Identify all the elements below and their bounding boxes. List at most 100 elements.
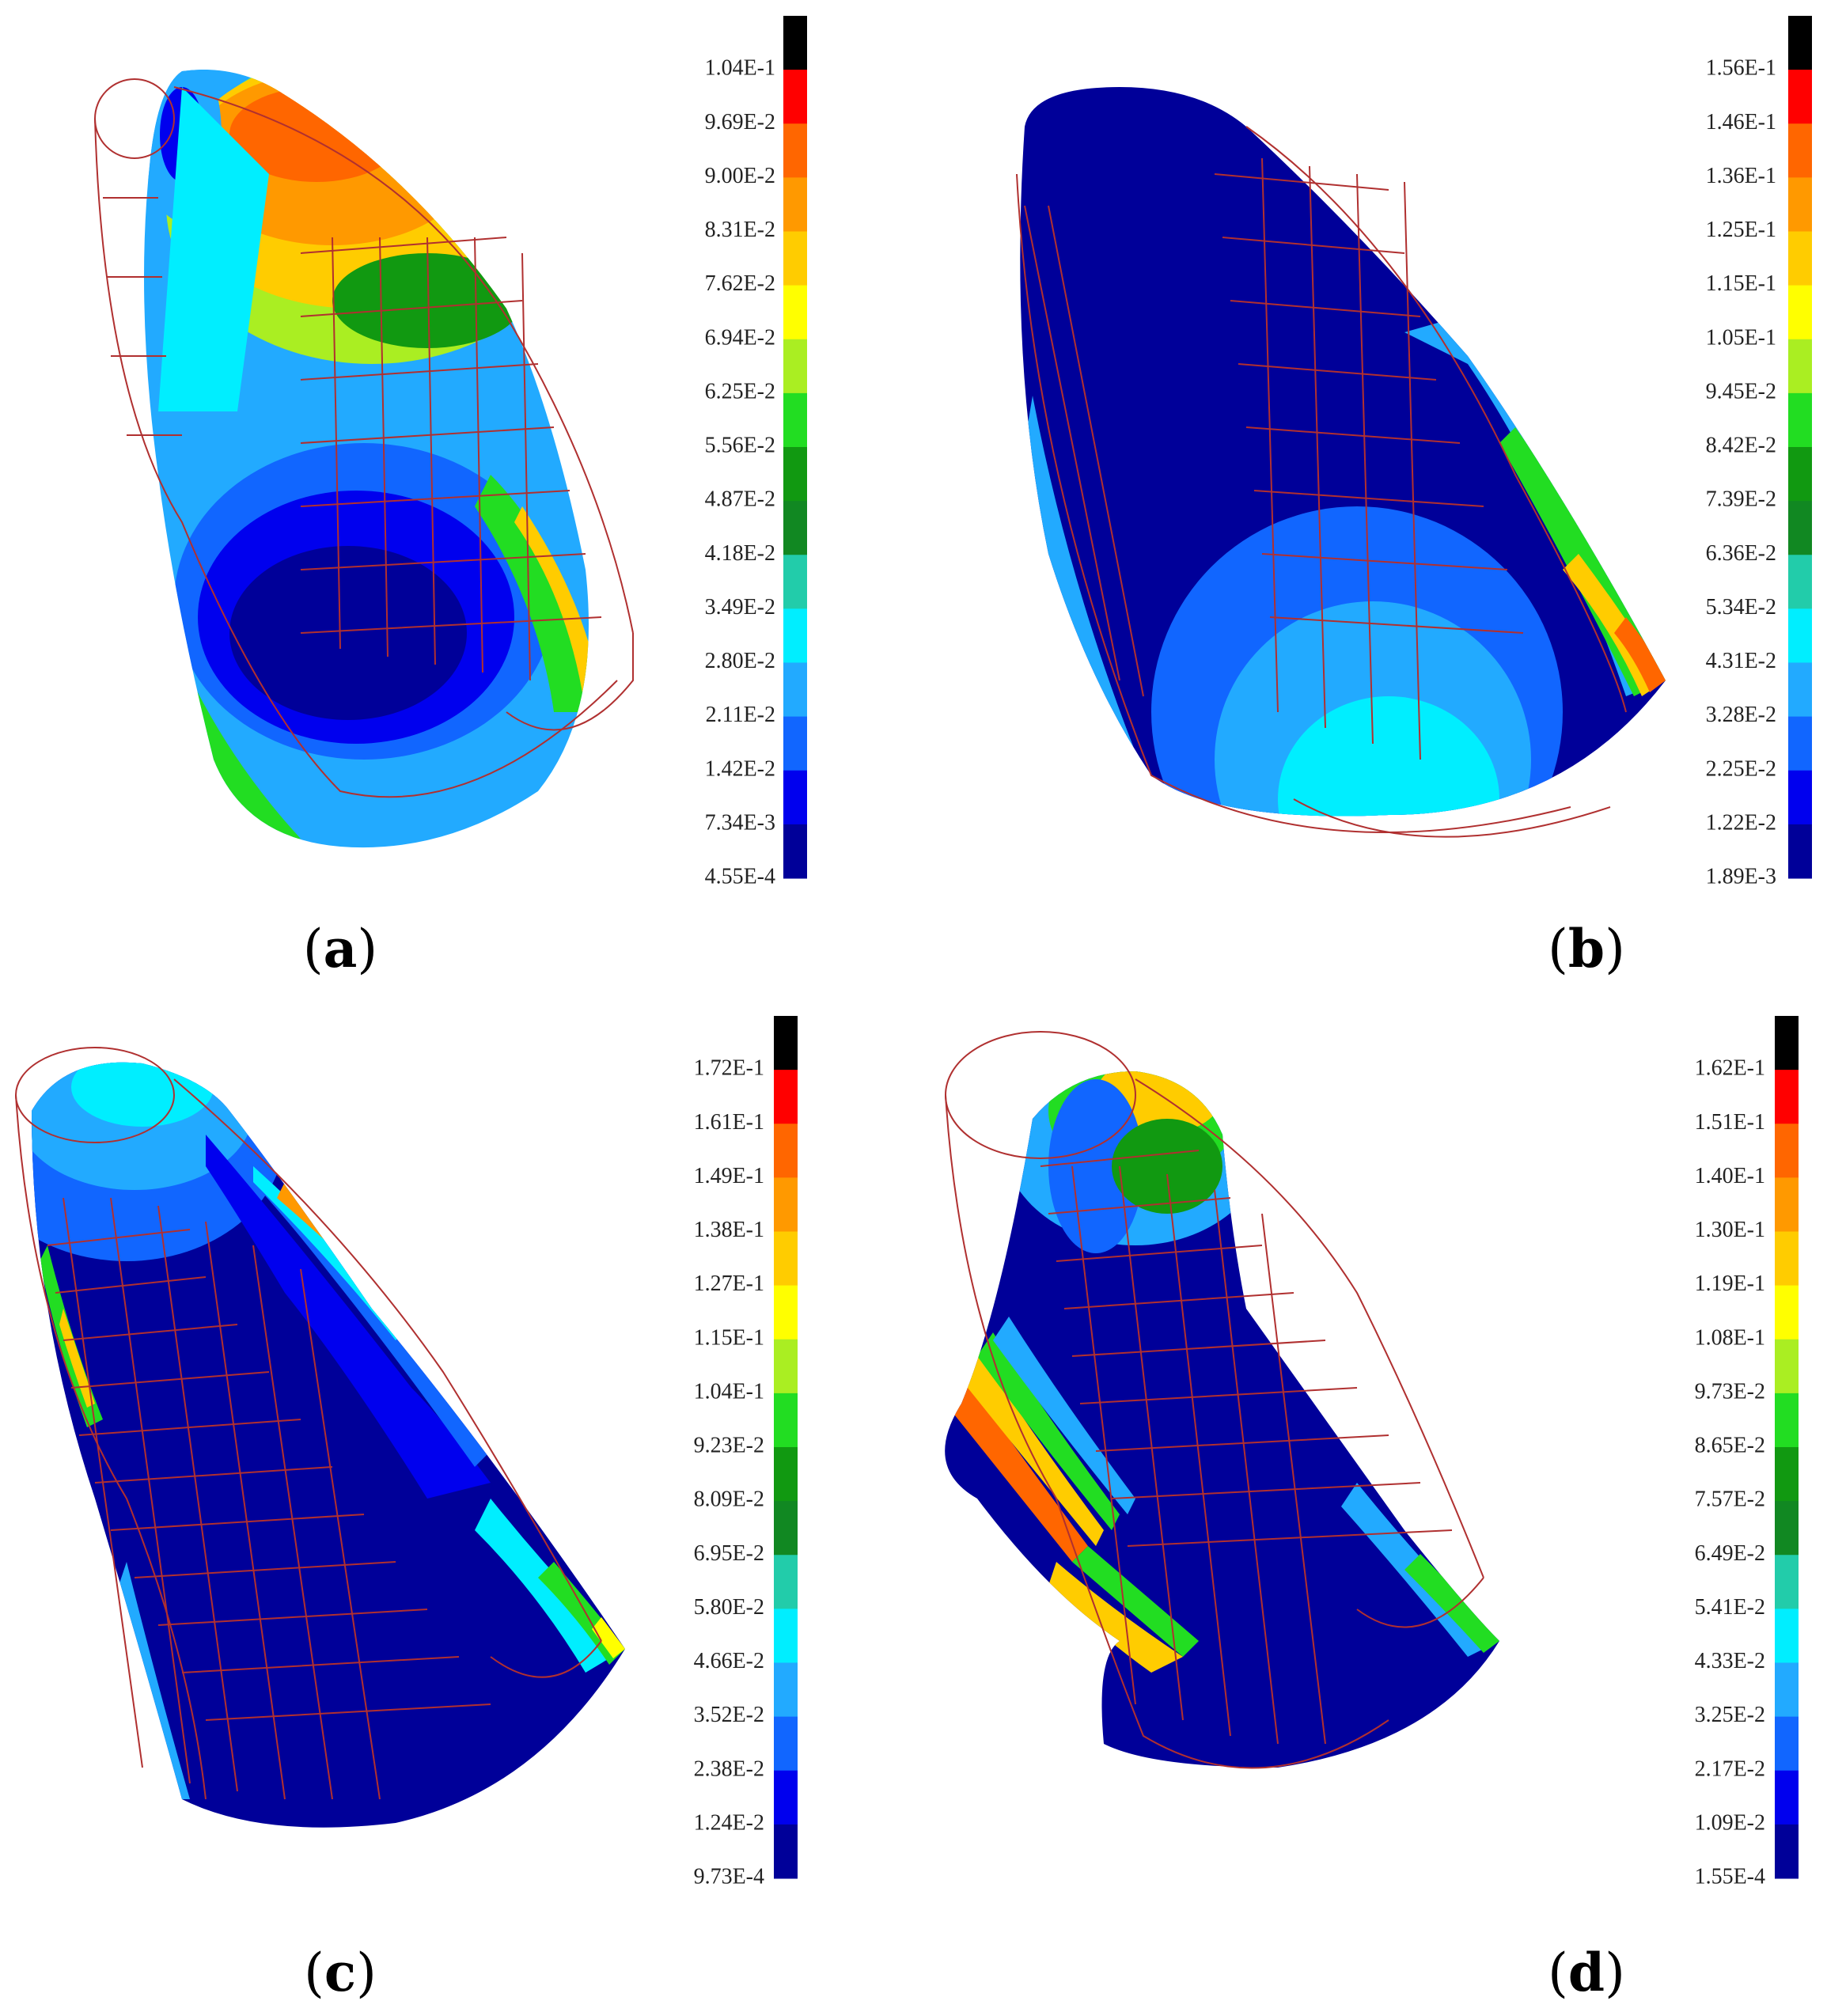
colorbar-tick-label: 3.49E-2 <box>705 595 775 620</box>
colorbar-tick-label: 8.42E-2 <box>1706 434 1776 458</box>
colorbar-tick-label: 1.30E-1 <box>1695 1218 1765 1242</box>
colorbar-swatch <box>1775 1124 1799 1178</box>
colorbar-tick-label: 1.15E-1 <box>1706 271 1776 296</box>
colorbar-tick-label: 1.62E-1 <box>1695 1056 1765 1081</box>
colorbar-tick-label: 7.57E-2 <box>1695 1487 1765 1512</box>
colorbar-swatch <box>774 1070 798 1124</box>
colorbar-tick-label: 1.24E-2 <box>694 1810 764 1835</box>
colorbar-tick-label: 5.34E-2 <box>1706 595 1776 620</box>
colorbar-swatch <box>1775 1393 1799 1448</box>
colorbar-swatch <box>1788 716 1812 771</box>
colorbar-swatch <box>774 1285 798 1340</box>
colorbar-tick-label: 1.25E-1 <box>1706 218 1776 242</box>
colorbar-swatch <box>1788 662 1812 718</box>
colorbar-swatch <box>774 1824 798 1879</box>
panel-a-caption-letter: a <box>323 918 358 980</box>
colorbar-tick-label: 4.66E-2 <box>694 1649 764 1673</box>
colorbar-swatch <box>1788 392 1812 448</box>
colorbar-blocks <box>783 16 807 879</box>
colorbar-blocks <box>1775 1016 1799 1879</box>
colorbar-tick-label: 2.38E-2 <box>694 1756 764 1781</box>
colorbar-tick-label: 1.19E-1 <box>1695 1271 1765 1296</box>
colorbar-tick-label: 1.05E-1 <box>1706 325 1776 350</box>
panel-b-graphic <box>1016 87 1666 838</box>
panel-a-graphic <box>94 70 634 848</box>
colorbar-swatch <box>1775 1177 1799 1232</box>
colorbar-swatch <box>783 716 807 771</box>
colorbar-swatch <box>1775 1555 1799 1609</box>
colorbar-tick-label: 5.41E-2 <box>1695 1595 1765 1620</box>
colorbar-swatch <box>1775 1662 1799 1718</box>
colorbar-swatch <box>774 1339 798 1394</box>
panel-d-colorbar: 1.62E-1 1.51E-1 1.40E-1 1.30E-1 1.19E-1 1.08E… <box>1695 1016 1799 1889</box>
colorbar-tick-label: 3.52E-2 <box>694 1703 764 1727</box>
colorbar-tick-label: 1.36E-1 <box>1706 164 1776 188</box>
colorbar-tick-label: 6.94E-2 <box>705 325 775 350</box>
colorbar-swatch <box>1775 1447 1799 1502</box>
colorbar-swatch <box>1788 447 1812 502</box>
colorbar-swatch <box>783 447 807 502</box>
colorbar-tick-label: 4.55E-4 <box>705 865 775 889</box>
panel-c-caption: (c) <box>304 1942 377 2003</box>
panel-b: 1.56E-1 1.46E-1 1.36E-1 1.25E-1 1.15E-1 1.05E… <box>914 0 1827 1008</box>
colorbar-tick-label: 2.17E-2 <box>1695 1756 1765 1781</box>
colorbar-swatch <box>774 1770 798 1825</box>
colorbar-tick-label: 4.18E-2 <box>705 541 775 566</box>
panel-d-caption-letter: d <box>1567 1942 1605 2003</box>
colorbar-swatch <box>774 1716 798 1772</box>
colorbar-tick-label: 1.72E-1 <box>694 1056 764 1081</box>
colorbar-tick-label: 1.51E-1 <box>1695 1110 1765 1135</box>
colorbar-swatch <box>1775 1609 1799 1663</box>
colorbar-swatch <box>1775 1770 1799 1825</box>
colorbar-swatch <box>1775 1501 1799 1556</box>
colorbar-tick-label: 4.31E-2 <box>1706 649 1776 673</box>
panel-b-caption-letter: b <box>1567 918 1605 980</box>
colorbar-swatch <box>1788 177 1812 232</box>
panel-d-graphic <box>945 1031 1499 1769</box>
colorbar-swatch <box>774 1393 798 1448</box>
colorbar-swatch <box>783 608 807 663</box>
colorbar-swatch <box>783 501 807 555</box>
colorbar-swatch <box>774 1447 798 1502</box>
colorbar-tick-label: 7.39E-2 <box>1706 487 1776 512</box>
colorbar-swatch <box>783 123 807 178</box>
panel-c-graphic <box>15 1047 625 1828</box>
colorbar-swatch <box>774 1124 798 1178</box>
colorbar-tick-label: 9.73E-2 <box>1695 1379 1765 1404</box>
colorbar-tick-label: 1.04E-1 <box>705 56 775 81</box>
colorbar-swatch <box>783 231 807 286</box>
colorbar-swatch <box>1775 1070 1799 1124</box>
colorbar-tick-label: 7.34E-3 <box>705 810 775 835</box>
colorbar-swatch <box>774 1609 798 1663</box>
colorbar-swatch <box>783 770 807 825</box>
colorbar-tick-labels: 1.04E-1 9.69E-2 9.00E-2 8.31E-2 7.62E-2 6.94E… <box>705 56 775 889</box>
colorbar-swatch <box>783 339 807 394</box>
colorbar-swatch <box>1788 285 1812 340</box>
colorbar-swatch <box>1775 1824 1799 1879</box>
colorbar-tick-label: 5.80E-2 <box>694 1595 764 1620</box>
colorbar-tick-label: 6.25E-2 <box>705 379 775 404</box>
panel-c-caption-letter: c <box>324 1942 357 2003</box>
colorbar-tick-labels: 1.72E-1 1.61E-1 1.49E-1 1.38E-1 1.27E-1 1.15E… <box>694 1056 764 1889</box>
colorbar-swatch <box>1788 231 1812 286</box>
colorbar-blocks <box>1788 16 1812 879</box>
panel-c: 1.72E-1 1.61E-1 1.49E-1 1.38E-1 1.27E-1 1.15E… <box>0 1008 913 2016</box>
colorbar-swatch <box>1775 1339 1799 1394</box>
panel-a-caption: (a) <box>302 918 378 980</box>
colorbar-tick-label: 1.27E-1 <box>694 1271 764 1296</box>
colorbar-swatch <box>1788 16 1812 70</box>
colorbar-swatch <box>1788 555 1812 609</box>
colorbar-swatch <box>783 16 807 70</box>
colorbar-tick-label: 6.36E-2 <box>1706 541 1776 566</box>
colorbar-swatch <box>783 285 807 340</box>
panel-d: 1.62E-1 1.51E-1 1.40E-1 1.30E-1 1.19E-1 1.08E… <box>914 1008 1827 2016</box>
colorbar-swatch <box>1788 123 1812 178</box>
colorbar-swatch <box>1788 608 1812 663</box>
colorbar-tick-label: 9.69E-2 <box>705 110 775 135</box>
colorbar-tick-label: 1.22E-2 <box>1706 810 1776 835</box>
panel-b-colorbar: 1.56E-1 1.46E-1 1.36E-1 1.25E-1 1.15E-1 1.05E… <box>1706 16 1812 889</box>
colorbar-tick-label: 1.08E-1 <box>1695 1325 1765 1350</box>
colorbar-swatch <box>774 1231 798 1287</box>
colorbar-blocks <box>774 1016 798 1879</box>
colorbar-tick-label: 9.45E-2 <box>1706 379 1776 404</box>
